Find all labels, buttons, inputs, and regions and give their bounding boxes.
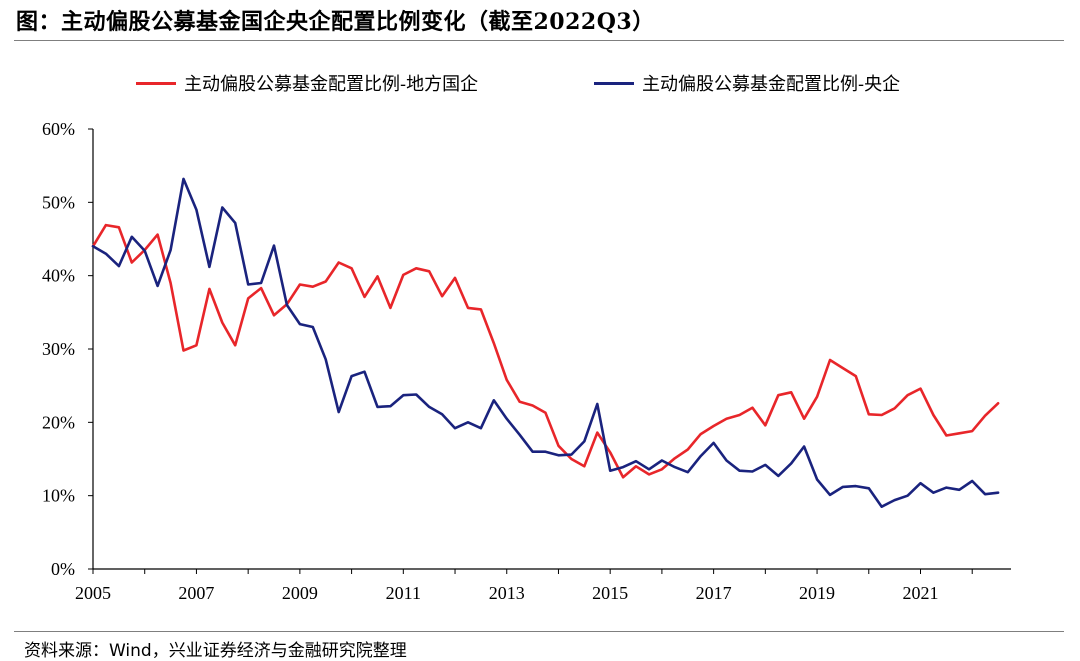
x-tick-label: 2009 bbox=[282, 583, 318, 603]
x-tick-label: 2017 bbox=[696, 583, 732, 603]
title-divider bbox=[14, 40, 1064, 41]
y-tick-label: 50% bbox=[42, 192, 75, 212]
series-line-central-soe bbox=[91, 177, 1000, 509]
series-line-local-soe bbox=[91, 223, 1000, 479]
x-tick-label: 2021 bbox=[902, 583, 938, 603]
legend-swatch-local-soe bbox=[136, 81, 176, 85]
legend-item-local-soe: 主动偏股公募基金配置比例-地方国企 bbox=[136, 70, 478, 96]
x-tick-label: 2019 bbox=[799, 583, 835, 603]
source-note: 资料来源：Wind，兴业证券经济与金融研究院整理 bbox=[24, 641, 407, 661]
x-tick-label: 2011 bbox=[386, 583, 421, 603]
y-tick-label: 10% bbox=[42, 486, 75, 506]
y-tick-label: 40% bbox=[42, 266, 75, 286]
y-tick-label: 30% bbox=[42, 339, 75, 359]
y-tick-label: 60% bbox=[42, 119, 75, 139]
x-tick-label: 2015 bbox=[592, 583, 628, 603]
legend-swatch-central-soe bbox=[594, 81, 634, 85]
legend-item-central-soe: 主动偏股公募基金配置比例-央企 bbox=[594, 70, 900, 96]
y-tick-label: 0% bbox=[51, 559, 75, 579]
legend-label-central-soe: 主动偏股公募基金配置比例-央企 bbox=[642, 74, 901, 95]
x-tick-label: 2013 bbox=[489, 583, 525, 603]
x-tick-label: 2007 bbox=[178, 583, 214, 603]
chart-title: 图：主动偏股公募基金国企央企配置比例变化（截至2022Q3） bbox=[16, 9, 655, 35]
legend-label-local-soe: 主动偏股公募基金配置比例-地方国企 bbox=[184, 74, 479, 95]
source-divider bbox=[14, 631, 1064, 632]
x-tick-label: 2005 bbox=[75, 583, 111, 603]
y-tick-label: 20% bbox=[42, 412, 75, 432]
